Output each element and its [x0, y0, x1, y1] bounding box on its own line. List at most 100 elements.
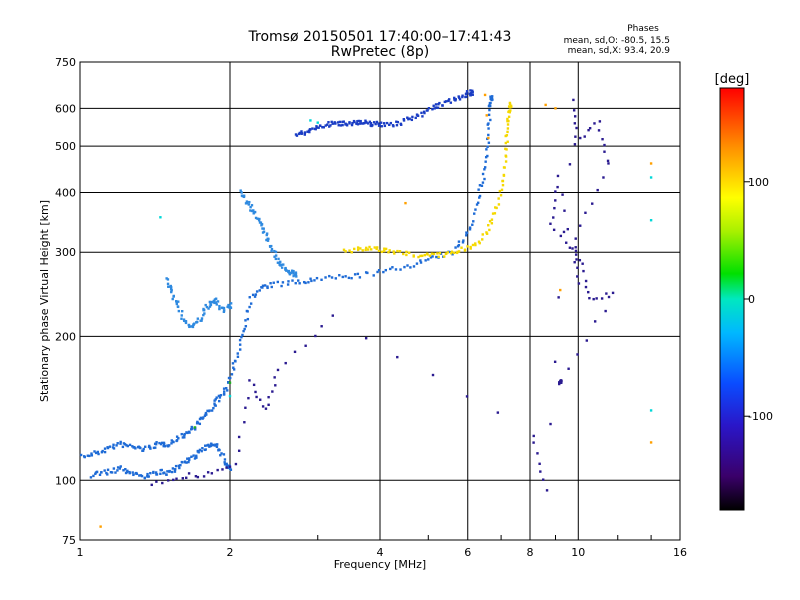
data-point — [154, 471, 158, 474]
data-point — [373, 246, 376, 249]
data-point — [366, 122, 370, 125]
data-point — [474, 208, 477, 211]
data-point — [181, 477, 184, 480]
data-point — [173, 470, 177, 473]
data-point — [443, 100, 447, 104]
data-point — [468, 226, 472, 229]
data-point — [575, 258, 578, 261]
data-point — [293, 350, 297, 354]
data-point — [450, 252, 453, 255]
data-point — [244, 325, 248, 328]
data-point — [237, 435, 241, 439]
data-point — [574, 249, 578, 253]
data-point — [504, 147, 507, 151]
data-point — [483, 177, 486, 181]
data-point — [375, 120, 379, 124]
data-point — [406, 116, 409, 119]
data-point — [240, 335, 243, 339]
data-point — [207, 307, 210, 310]
data-point — [287, 280, 290, 283]
data-point — [242, 329, 245, 333]
data-point — [246, 317, 250, 321]
data-point — [395, 124, 399, 127]
data-point — [171, 467, 175, 470]
data-point — [541, 478, 545, 481]
data-point — [481, 172, 485, 176]
data-point — [475, 203, 479, 206]
data-point — [582, 269, 585, 273]
data-point — [196, 475, 200, 479]
data-point — [292, 272, 295, 275]
data-point — [508, 111, 512, 114]
data-point — [336, 121, 340, 124]
data-point — [250, 204, 254, 207]
data-point — [244, 202, 248, 205]
data-point — [649, 219, 653, 222]
data-point — [406, 264, 409, 267]
data-point — [274, 257, 278, 261]
data-point — [457, 240, 461, 243]
data-point — [177, 300, 180, 303]
data-point — [473, 212, 476, 215]
data-point — [206, 409, 209, 413]
data-point — [591, 202, 594, 205]
data-point — [128, 471, 131, 475]
data-point — [554, 190, 557, 193]
data-point — [249, 302, 253, 305]
data-point — [177, 464, 181, 468]
data-point — [79, 453, 83, 457]
data-point — [366, 248, 370, 251]
data-point — [313, 279, 316, 282]
x-tick-label: 10 — [571, 546, 585, 559]
data-point — [172, 440, 175, 444]
data-point — [261, 405, 265, 408]
data-point — [169, 284, 173, 288]
data-point — [191, 325, 195, 328]
chart-subtitle: RwPretec (8p) — [331, 44, 429, 60]
data-point — [314, 127, 317, 131]
data-point — [168, 470, 171, 473]
data-point — [193, 426, 197, 429]
data-point — [532, 441, 535, 444]
data-point — [234, 360, 237, 363]
data-point — [429, 256, 433, 259]
data-point — [499, 194, 503, 197]
data-point — [487, 224, 490, 227]
data-point — [103, 469, 106, 472]
data-point — [196, 320, 199, 324]
data-point — [486, 145, 489, 148]
data-point — [295, 275, 298, 278]
data-point — [304, 281, 307, 285]
data-point — [214, 398, 217, 401]
data-point — [382, 122, 386, 125]
data-point — [170, 442, 173, 445]
data-point — [183, 436, 186, 439]
data-point — [238, 338, 242, 342]
data-point — [324, 276, 327, 279]
data-point — [451, 253, 454, 256]
data-point — [470, 91, 473, 95]
data-point — [327, 121, 330, 124]
data-point — [435, 106, 438, 109]
data-point — [365, 246, 368, 250]
data-point — [574, 253, 578, 256]
data-point — [597, 129, 601, 132]
data-point — [364, 248, 367, 252]
data-point — [553, 206, 556, 210]
data-point — [210, 472, 214, 475]
data-point — [274, 254, 278, 257]
data-point — [209, 444, 212, 448]
data-point — [270, 285, 273, 289]
colorbar — [719, 87, 745, 511]
data-point — [166, 444, 169, 447]
data-point — [353, 273, 357, 276]
data-point — [351, 121, 354, 125]
data-point — [457, 250, 461, 253]
data-point — [103, 447, 107, 450]
data-point — [207, 443, 210, 447]
data-point — [309, 277, 312, 280]
data-point — [581, 262, 584, 265]
data-point — [552, 228, 556, 232]
data-point — [100, 471, 103, 474]
data-point — [578, 258, 582, 262]
